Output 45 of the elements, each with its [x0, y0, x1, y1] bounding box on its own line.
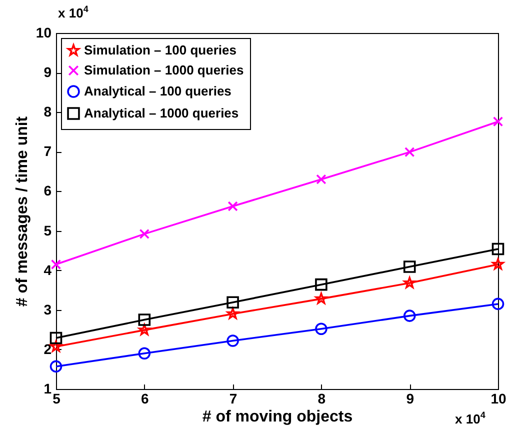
y-tick-label: 4 [44, 262, 52, 278]
legend-label: Analytical – 100 queries [84, 84, 232, 98]
x-tick-label: 10 [490, 390, 506, 406]
x-tick-label: 6 [141, 390, 149, 406]
y-tick-label: 8 [44, 104, 52, 120]
point [50, 332, 62, 344]
x-tick-label: 9 [406, 390, 414, 406]
text: x 10$^{4}$ [455, 410, 486, 426]
y-tick-label: 2 [44, 340, 52, 357]
point [492, 116, 504, 127]
point [492, 242, 504, 256]
y-tick-label: 6 [44, 182, 52, 199]
legend-label: Simulation – 1000 queries [84, 62, 244, 78]
point [492, 298, 504, 310]
point [226, 334, 239, 347]
point [404, 276, 416, 288]
y-tick-label: 7 [44, 143, 52, 160]
point [403, 310, 416, 322]
y-tick-label: 9 [44, 64, 52, 80]
point [50, 259, 62, 270]
y-tick-label: 5 [44, 222, 52, 238]
x-tick-label: 7 [229, 390, 238, 406]
point [226, 296, 239, 309]
x-axis-title: # of moving objects [202, 408, 353, 426]
point [404, 146, 415, 158]
legend-label: Simulation – 100 queries [84, 42, 236, 58]
point [315, 322, 328, 336]
point [228, 201, 238, 212]
point [226, 308, 239, 319]
legend-label: Analytical – 1000 queries [84, 106, 239, 120]
point [403, 260, 416, 273]
y-tick-label: 1 [44, 380, 52, 396]
point [315, 278, 328, 291]
point [315, 292, 328, 304]
point [139, 228, 150, 240]
x-tick-label: 8 [318, 390, 326, 406]
point [138, 347, 151, 360]
point [492, 258, 504, 270]
point [316, 174, 326, 184]
text: x 10$^{4}$ [58, 4, 88, 20]
point [138, 314, 151, 326]
y-tick-label: 3 [44, 301, 52, 318]
y-axis-title: # of messages / time unit [14, 116, 31, 307]
y-tick-label: 10 [36, 24, 52, 40]
point [50, 360, 62, 373]
